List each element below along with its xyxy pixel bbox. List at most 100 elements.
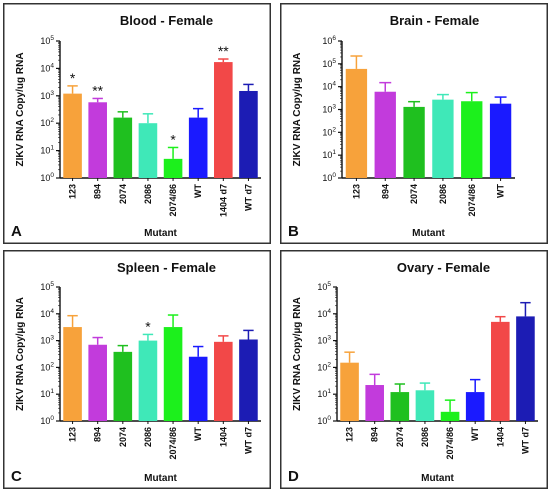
panel-letter: C	[11, 468, 22, 485]
bar-wt-d7	[239, 339, 258, 421]
x-tick-label: 2074	[118, 427, 128, 447]
y-tick-label: 104	[317, 308, 331, 319]
bar-wt-d7	[516, 316, 535, 421]
bar-2074-86	[163, 158, 183, 178]
y-tick-label: 102	[317, 361, 331, 372]
bar-894	[88, 102, 107, 178]
x-tick-label: 2086	[143, 427, 153, 447]
y-tick-label: 101	[317, 388, 331, 399]
chart-title: Ovary - Female	[397, 260, 490, 275]
y-tick-label: 103	[40, 335, 54, 346]
x-tick-label: 2074	[395, 427, 405, 447]
x-tick-label: 123	[351, 184, 361, 199]
x-tick-label: 123	[68, 184, 78, 199]
y-tick-label: 106	[322, 35, 336, 46]
x-tick-label: WT	[470, 427, 480, 441]
x-tick-label: WT	[193, 184, 203, 198]
bar-2074-86	[163, 327, 183, 421]
y-tick-label: 105	[40, 35, 54, 46]
panel-letter: A	[11, 223, 22, 240]
bar-2086	[138, 123, 158, 178]
panel-c: Spleen - Female 100 101 102 103 104 105 ZIKV RN…	[3, 250, 271, 489]
panel-letter: D	[288, 468, 299, 485]
y-tick-label: 100	[40, 415, 54, 426]
x-tick-label: 2074/86	[168, 184, 178, 217]
y-tick-label: 100	[322, 172, 336, 183]
bar-1404	[214, 341, 233, 421]
y-axis-label: ZIKV RNA Copy/µg RNA	[292, 297, 303, 411]
x-axis-label: Mutant	[412, 228, 445, 239]
y-tick-label: 104	[40, 62, 54, 73]
x-tick-label: WT	[193, 427, 203, 441]
y-axis-label: ZIKV RNA Copy/µg RNA	[292, 53, 303, 167]
y-tick-label: 103	[40, 90, 54, 101]
panel-d: Ovary - Female 100 101 102 103 104 105 ZIKV RNA…	[280, 250, 548, 489]
significance-mark: **	[218, 43, 229, 59]
y-tick-label: 101	[40, 145, 54, 156]
bar-2074	[113, 351, 133, 421]
x-tick-label: 123	[68, 427, 78, 442]
significance-mark: *	[145, 318, 151, 334]
x-tick-label: 2074/86	[467, 184, 477, 217]
panel-b: Brain - Female 100 101 102 103 104 105 106 ZIKV …	[280, 3, 548, 244]
bar-1404	[491, 321, 510, 421]
x-tick-label: 2086	[420, 427, 430, 447]
bar-2074	[113, 117, 133, 178]
bar-123	[63, 327, 82, 421]
x-tick-label: 2074/86	[168, 427, 178, 460]
x-tick-label: WT d7	[520, 427, 530, 454]
y-tick-label: 105	[322, 58, 336, 69]
bar-123	[340, 362, 359, 421]
chart-spleen-female: Spleen - Female 100 101 102 103 104 105 ZIKV RN…	[3, 250, 271, 489]
bar-894	[374, 91, 396, 178]
x-tick-label: WT d7	[243, 184, 253, 211]
bar-123	[63, 93, 82, 178]
bar-1404-d7	[214, 62, 233, 178]
bar-wt	[465, 392, 485, 421]
x-axis-label: Mutant	[421, 473, 454, 484]
x-tick-label: 894	[370, 427, 380, 442]
bar-894	[365, 385, 384, 421]
x-tick-label: 1404	[218, 427, 228, 447]
panel-letter: B	[288, 223, 299, 240]
x-tick-label: 2086	[438, 184, 448, 204]
y-tick-label: 102	[40, 361, 54, 372]
x-tick-label: WT d7	[243, 427, 253, 454]
x-tick-label: WT	[496, 184, 506, 198]
bar-wt	[188, 356, 208, 421]
bar-2074	[390, 392, 410, 421]
bar-2086	[138, 340, 158, 421]
x-tick-label: 1404 d7	[218, 184, 228, 217]
bar-2074	[403, 106, 425, 178]
y-tick-label: 105	[40, 281, 54, 292]
x-axis-label: Mutant	[144, 473, 177, 484]
x-tick-label: 1404	[495, 427, 505, 447]
x-tick-label: 2074	[118, 184, 128, 204]
bar-wt	[489, 103, 512, 178]
bar-2086	[432, 99, 454, 178]
y-tick-label: 100	[40, 172, 54, 183]
bar-123	[345, 68, 368, 178]
y-tick-label: 102	[40, 117, 54, 128]
x-axis-label: Mutant	[144, 228, 177, 239]
x-tick-label: 894	[380, 184, 390, 199]
bar-wt	[188, 117, 208, 178]
x-tick-label: 894	[93, 184, 103, 199]
x-tick-label: 894	[93, 427, 103, 442]
y-tick-label: 102	[322, 126, 336, 137]
y-tick-label: 104	[40, 308, 54, 319]
significance-mark: **	[92, 82, 103, 98]
y-tick-label: 101	[322, 149, 336, 160]
y-tick-label: 103	[317, 335, 331, 346]
y-tick-label: 100	[317, 415, 331, 426]
x-tick-label: 2074	[409, 184, 419, 204]
chart-blood-female: Blood - Female 100 101 102 103 104 105 ZIKV RNA…	[3, 3, 271, 244]
y-tick-label: 104	[322, 81, 336, 92]
bar-2074-86	[461, 101, 483, 178]
chart-title: Spleen - Female	[117, 260, 216, 275]
y-axis-label: ZIKV RNA Copy/µg RNA	[15, 297, 26, 411]
bar-2074-86	[440, 411, 460, 421]
y-tick-label: 103	[322, 104, 336, 115]
chart-brain-female: Brain - Female 100 101 102 103 104 105 106 ZIKV …	[280, 3, 548, 244]
significance-mark: *	[170, 131, 176, 147]
